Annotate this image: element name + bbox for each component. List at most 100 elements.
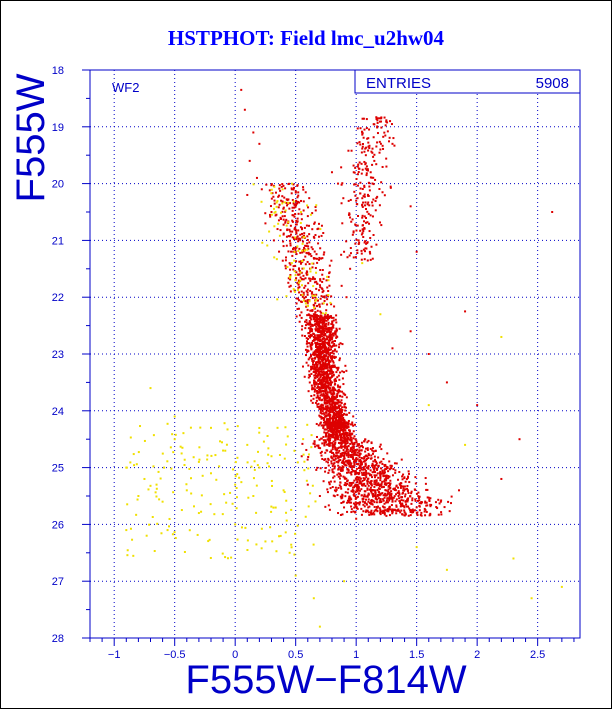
data-point (323, 299, 326, 302)
data-point (325, 294, 328, 297)
data-point (348, 481, 351, 484)
data-point (297, 288, 300, 291)
data-point (344, 406, 347, 409)
data-point (328, 354, 331, 357)
data-point (303, 469, 306, 472)
data-point (183, 458, 186, 461)
data-point (359, 187, 362, 190)
data-point (332, 423, 335, 426)
data-point (376, 141, 379, 144)
data-point (321, 356, 324, 359)
data-point (368, 128, 371, 131)
data-point (346, 432, 349, 435)
data-point (328, 440, 331, 443)
data-point (371, 462, 374, 465)
data-point (273, 256, 276, 259)
data-point (315, 293, 318, 296)
data-point (358, 449, 361, 452)
data-point (358, 479, 361, 482)
data-point (331, 486, 334, 489)
data-point (323, 420, 326, 423)
data-point (155, 487, 158, 490)
data-point (371, 182, 374, 185)
data-point (334, 426, 337, 429)
data-point (299, 276, 302, 279)
data-point (132, 453, 135, 456)
data-point (343, 477, 346, 480)
data-point (298, 260, 301, 263)
data-point (365, 503, 368, 506)
data-point (347, 451, 350, 454)
data-point (375, 467, 378, 470)
data-point (268, 213, 271, 216)
data-point (287, 201, 290, 204)
x-tick-label: 1 (353, 649, 359, 661)
data-point (425, 501, 428, 504)
data-point (428, 514, 431, 517)
data-point (376, 125, 379, 128)
data-point (339, 371, 342, 374)
y-tick-label: 19 (52, 122, 64, 134)
data-point (350, 511, 353, 514)
data-point (346, 461, 349, 464)
data-point (319, 330, 322, 333)
data-point (384, 468, 387, 471)
data-point (301, 325, 304, 328)
data-point (319, 415, 322, 418)
data-point (319, 357, 322, 360)
data-point (318, 256, 321, 259)
data-point (379, 499, 382, 502)
data-point (363, 483, 366, 486)
data-point (185, 483, 188, 486)
data-point (373, 455, 376, 458)
data-point (341, 408, 344, 411)
data-point (333, 445, 336, 448)
data-point (324, 327, 327, 330)
data-point (314, 328, 317, 331)
data-point (382, 499, 385, 502)
data-point (284, 220, 287, 223)
data-point (295, 315, 298, 318)
data-point (360, 494, 363, 497)
data-point (294, 226, 297, 229)
data-point (352, 510, 355, 513)
data-point (326, 378, 329, 381)
data-point (330, 456, 333, 459)
data-point (374, 178, 377, 181)
data-point (330, 422, 333, 425)
data-point (292, 186, 295, 189)
data-point (384, 489, 387, 492)
data-point (312, 387, 315, 390)
data-point (400, 458, 403, 461)
data-point (221, 441, 224, 444)
data-point (387, 492, 390, 495)
data-point (256, 450, 259, 453)
data-point (301, 242, 304, 245)
data-point (312, 597, 315, 600)
data-point (436, 507, 439, 510)
data-point (387, 484, 390, 487)
data-point (352, 424, 355, 427)
data-point (348, 213, 351, 216)
data-point (293, 289, 296, 292)
data-point (350, 508, 353, 511)
data-point (256, 464, 259, 467)
data-point (309, 329, 312, 332)
data-point (405, 478, 408, 481)
data-point (371, 151, 374, 154)
data-point (311, 228, 314, 231)
data-point (325, 433, 328, 436)
data-point (418, 496, 421, 499)
data-point (418, 502, 421, 505)
data-point (406, 498, 409, 501)
data-point (372, 198, 375, 201)
data-point (386, 509, 389, 512)
data-point (305, 340, 308, 343)
data-point (407, 505, 410, 508)
data-point (326, 491, 329, 494)
data-point (381, 480, 384, 483)
data-point (274, 191, 277, 194)
data-point (334, 414, 337, 417)
data-point (322, 289, 325, 292)
data-point (362, 466, 365, 469)
